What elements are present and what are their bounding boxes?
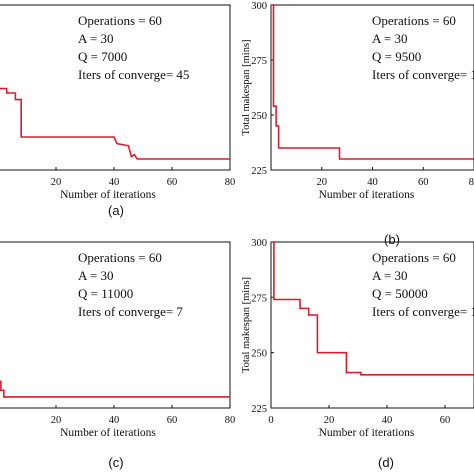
series-line	[0, 87, 230, 160]
x-tick-label: 40	[109, 415, 120, 426]
y-tick-label: 300	[251, 238, 267, 249]
x-tick-label: 20	[51, 177, 62, 188]
annotation-line: Q = 11000	[78, 286, 133, 301]
annotation-line: Operations = 60	[78, 250, 162, 265]
x-axis-label: Number of iterations	[60, 427, 156, 439]
plot-frame	[0, 4, 231, 171]
y-tick-label: 250	[251, 349, 267, 360]
panel-b: 20 40 60 80 225 250 275 300 Number of iterations…	[241, 1, 474, 247]
y-axis-label: Total makespan [mins]	[241, 277, 252, 373]
x-tick-label: 20	[324, 415, 335, 426]
panel-d: 0 20 40 60 225 250 275 300 Number of iterations T…	[241, 238, 474, 470]
y-tick-label: 300	[251, 1, 267, 12]
panel-caption: (d)	[378, 455, 394, 470]
panel-caption: (b)	[384, 232, 400, 247]
x-tick-label: 20	[51, 415, 62, 426]
annotation-line: Operations = 60	[372, 13, 456, 28]
series-line	[271, 241, 474, 376]
plot-frame	[270, 4, 474, 171]
annotation-line: Iters of converge= 1	[372, 67, 474, 82]
annotation-line: Q = 7000	[78, 49, 127, 64]
y-axis-label: Total makespan [mins]	[241, 39, 252, 135]
annotation-line: Iters of converge= 45	[78, 67, 189, 82]
x-axis-label: Number of iterations	[319, 427, 415, 439]
x-tick-label: 60	[167, 415, 178, 426]
annotation-line: Q = 9500	[372, 49, 421, 64]
plot-frame	[270, 241, 474, 409]
y-tick-label: 225	[251, 404, 267, 415]
x-tick-label: 60	[167, 177, 178, 188]
x-axis-label: Number of iterations	[319, 189, 415, 201]
y-tick-label: 250	[251, 111, 267, 122]
y-tick-label: 275	[251, 56, 267, 67]
panel-caption: (a)	[108, 203, 124, 218]
series-line	[271, 4, 474, 160]
x-tick-label: 60	[418, 177, 429, 188]
plot-frame	[0, 241, 231, 409]
x-tick-label: 40	[367, 177, 378, 188]
x-tick-label: 80	[225, 415, 236, 426]
panel-c: 20 40 60 80 Number of iterations Operations =…	[0, 241, 236, 470]
x-tick-label: 0	[268, 415, 273, 426]
x-tick-label: 80	[225, 177, 236, 188]
y-tick-label: 275	[251, 293, 267, 304]
y-tick-label: 225	[251, 166, 267, 177]
annotation-line: Iters of converge= 1	[372, 304, 474, 319]
annotation-line: A = 30	[372, 31, 408, 46]
panel-a: 20 40 60 80 Number of iterations Operations =…	[0, 4, 236, 218]
annotation-line: Operations = 60	[78, 13, 162, 28]
series-line	[0, 380, 230, 398]
annotation-line: A = 30	[78, 268, 114, 283]
x-tick-label: 20	[317, 177, 328, 188]
annotation-line: A = 30	[78, 31, 114, 46]
panel-caption: (c)	[108, 455, 123, 470]
x-tick-label: 60	[440, 415, 451, 426]
annotation-line: Iters of converge= 7	[78, 304, 183, 319]
annotation-line: Q = 50000	[372, 286, 428, 301]
x-tick-label: 40	[109, 177, 120, 188]
annotation-line: Operations = 60	[372, 250, 456, 265]
annotation-line: A = 30	[372, 268, 408, 283]
x-tick-label: 80	[469, 177, 474, 188]
x-axis-label: Number of iterations	[60, 189, 156, 201]
x-tick-label: 40	[382, 415, 393, 426]
